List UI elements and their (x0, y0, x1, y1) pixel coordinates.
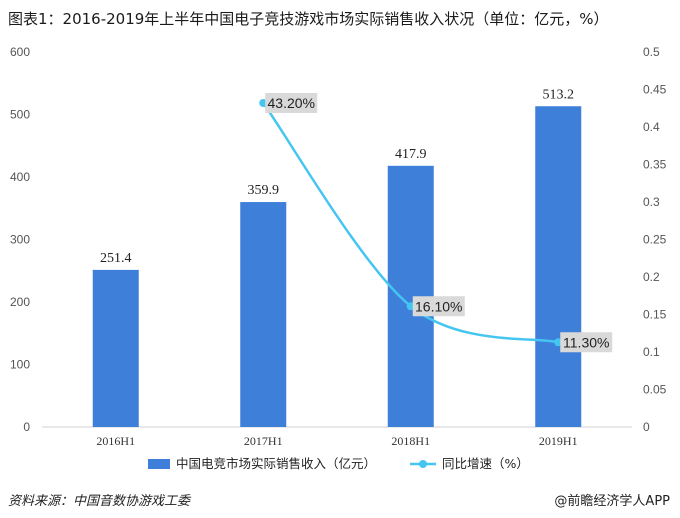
bar (92, 269, 139, 427)
growth-label-bg (560, 332, 613, 353)
bars-layer (92, 106, 582, 427)
x-tick-label: 2018H1 (391, 434, 430, 448)
y-left-tick-label: 200 (10, 295, 30, 309)
y-right-tick-label: 0.4 (643, 120, 660, 134)
growth-label-bg (412, 296, 465, 317)
y-left-tick-label: 100 (10, 358, 30, 372)
legend: 中国电竞市场实际销售收入（亿元） 同比增速（%） (148, 456, 529, 471)
bar-value-label: 417.9 (395, 147, 427, 162)
growth-value-label: 43.20% (268, 95, 315, 111)
x-tick-label: 2016H1 (96, 434, 135, 448)
y-right-tick-label: 0 (643, 420, 650, 434)
growth-value-label: 11.30% (563, 334, 609, 350)
y-left-tick-label: 500 (10, 108, 30, 122)
bar (240, 202, 287, 427)
y-left-tick-label: 400 (10, 170, 30, 184)
growth-line (262, 102, 559, 344)
brand-credit: @前瞻经济学人APP (554, 494, 670, 509)
y-right-tick-label: 0.3 (643, 195, 660, 209)
legend-line-marker (419, 460, 427, 468)
legend-line-label: 同比增速（%） (442, 456, 529, 471)
growth-value-label: 16.10% (415, 298, 462, 314)
y-right-tick-label: 0.1 (643, 345, 660, 359)
labels-layer: 251.4 359.9 417.9 513.2 43.20% 16.10% 11.30% (100, 87, 613, 353)
y-left-tick-label: 0 (23, 420, 30, 434)
y-right-tick-label: 0.15 (643, 308, 667, 322)
y-right-tick-label: 0.2 (643, 270, 660, 284)
growth-label-bg (265, 93, 318, 113)
bar-value-label: 513.2 (543, 87, 575, 102)
bar-value-label: 251.4 (100, 251, 132, 266)
legend-bar-swatch (148, 459, 170, 469)
y-right-tick-label: 0.35 (643, 158, 667, 172)
x-tick-label: 2019H1 (539, 434, 578, 448)
y-right-tick-label: 0.45 (643, 83, 667, 97)
y-right-tick-label: 0.5 (643, 45, 660, 59)
x-tick-label: 2017H1 (244, 434, 283, 448)
chart-title: 图表1：2016-2019年上半年中国电子竞技游戏市场实际销售收入状况（单位：亿… (8, 10, 609, 28)
bar-value-label: 359.9 (248, 183, 280, 198)
y-left-tick-label: 300 (10, 233, 30, 247)
source-note: 资料来源：中国音数协游戏工委 (8, 494, 191, 509)
y-right-tick-label: 0.25 (643, 233, 667, 247)
legend-bar-label: 中国电竞市场实际销售收入（亿元） (176, 456, 376, 471)
y-left-tick-label: 600 (10, 45, 30, 59)
y-right-tick-label: 0.05 (643, 383, 667, 397)
axes-layer: 0 100 200 300 400 500 600 0 0.05 0.1 0.15 0.2 0.25 0.… (10, 45, 667, 448)
bar (535, 106, 582, 427)
